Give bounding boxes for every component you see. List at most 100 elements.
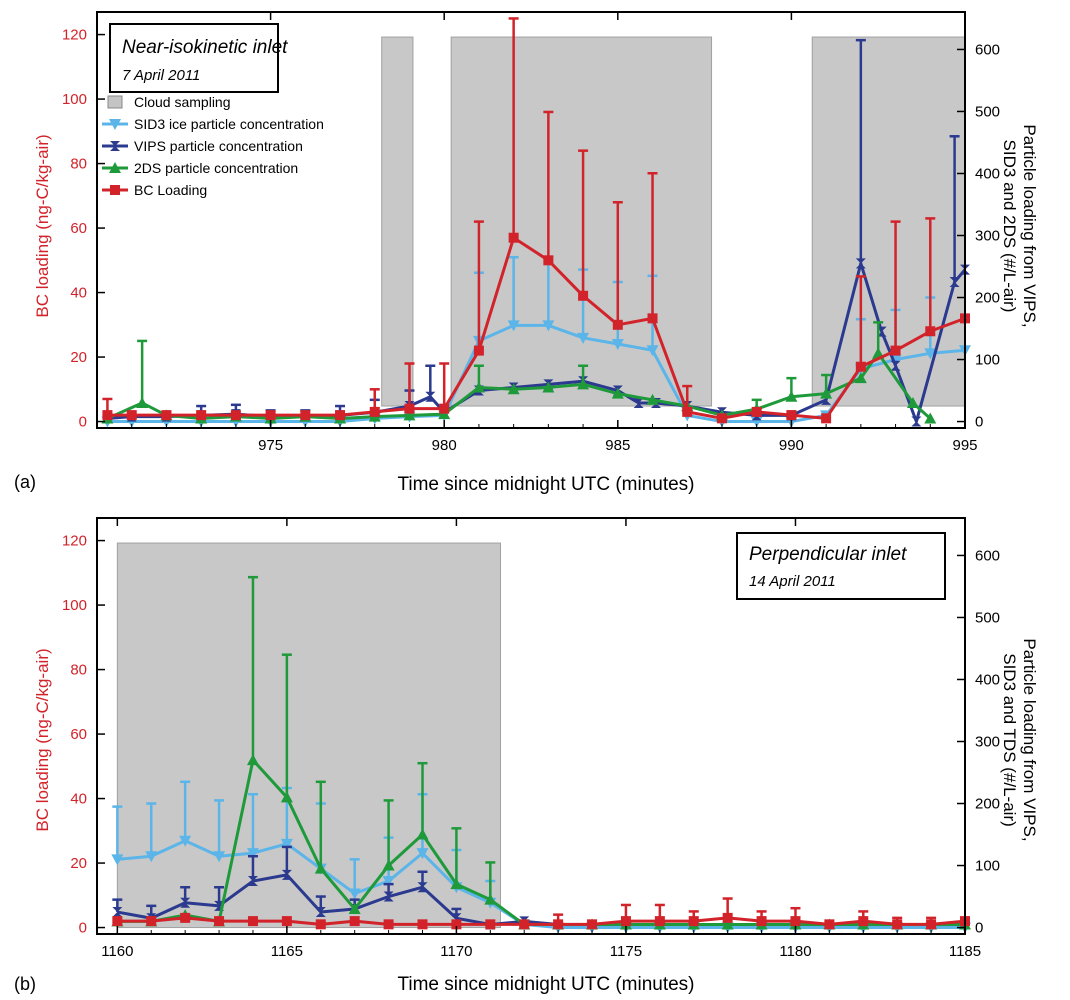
panel-b-left-axis-label: BC loading (ng-C/kg-air) <box>33 648 52 831</box>
panel-a: 0 20 40 60 80 100 120 0 100 200 300 400 500 600 975 9… <box>14 11 1039 495</box>
panel-a-left-tick-label-80: 80 <box>70 156 87 173</box>
data-point <box>280 791 293 803</box>
panel-b-right-tick-label-200: 200 <box>975 796 1000 813</box>
legend-item: 2DS particle concentration <box>102 160 298 176</box>
data-point <box>611 387 624 399</box>
data-point <box>349 916 360 927</box>
panel-b-left-tick-label-100: 100 <box>62 597 87 614</box>
data-point <box>611 339 624 351</box>
data-point <box>214 916 225 927</box>
panel-a-left-tick-label-20: 20 <box>70 349 87 366</box>
panel-b-series-bc <box>112 897 970 930</box>
legend-item: SID3 ice particle concentration <box>102 116 324 132</box>
panel-a-left-tick-label-40: 40 <box>70 285 87 302</box>
data-point <box>265 410 276 421</box>
panel-a-annotation-date: 7 April 2011 <box>122 67 200 84</box>
data-point <box>145 851 158 863</box>
data-point <box>196 410 207 421</box>
legend-marker <box>110 141 120 151</box>
panel-b-annotation: Perpendicular inlet 14 April 2011 <box>736 532 946 600</box>
panel-a-right-tick-label-0: 0 <box>975 414 983 431</box>
panel-b-frame <box>96 517 966 935</box>
data-point <box>136 396 149 408</box>
panel-b-left-tick-label-40: 40 <box>70 791 87 808</box>
data-point <box>854 372 867 384</box>
panel-b-right-axis-label-1: Particle loading from VIPS, <box>1020 638 1039 841</box>
data-point <box>111 854 124 866</box>
panel-a-x-axis-label: Time since midnight UTC (minutes) <box>397 474 694 495</box>
data-point <box>247 876 258 887</box>
panel-b-right-axis-label-2: SID3 and TDS (#/L-air) <box>1000 653 1019 827</box>
data-point <box>587 919 598 930</box>
data-point <box>722 912 733 923</box>
data-point <box>416 848 429 860</box>
data-point <box>383 891 394 902</box>
panel-b-x-tick-label-1170: 1170 <box>440 943 472 960</box>
panel-b-x-tick-label-1180: 1180 <box>779 943 811 960</box>
data-point <box>102 410 113 421</box>
panel-a-cloud-span-2 <box>450 36 713 407</box>
panel-a-x-tick-label-990: 990 <box>779 437 804 454</box>
data-point <box>892 919 903 930</box>
data-point <box>179 835 192 847</box>
legend-label: Cloud sampling <box>134 94 231 110</box>
panel-a-left-tick-label-120: 120 <box>62 27 87 44</box>
legend-label: 2DS particle concentration <box>134 160 298 176</box>
panel-b-left-tick-label-80: 80 <box>70 662 87 679</box>
data-point <box>577 378 590 390</box>
data-point <box>508 232 519 243</box>
data-point <box>146 916 157 927</box>
data-point <box>417 919 428 930</box>
legend-item: Cloud sampling <box>107 94 231 110</box>
data-point <box>751 406 762 417</box>
panel-a-cloud-span-1 <box>381 36 414 407</box>
data-point <box>416 828 429 840</box>
legend-label: VIPS particle concentration <box>134 138 303 154</box>
data-point <box>180 897 191 908</box>
data-point <box>112 916 123 927</box>
data-point <box>790 916 801 927</box>
panel-b-annotation-title: Perpendicular inlet <box>749 544 907 565</box>
panel-a-annotation-title: Near-isokinetic inlet <box>122 37 288 58</box>
panel-b-label: (b) <box>14 974 36 994</box>
data-point <box>890 345 901 356</box>
data-point <box>688 916 699 927</box>
data-point <box>911 416 922 427</box>
panel-b-left-tick-label-60: 60 <box>70 726 87 743</box>
data-point <box>382 859 395 871</box>
panel-a-right-tick-label-200: 200 <box>975 290 1000 307</box>
data-point <box>451 919 462 930</box>
data-point <box>577 332 590 344</box>
data-point <box>450 878 463 890</box>
legend-marker <box>110 185 120 195</box>
data-point <box>247 916 258 927</box>
panel-b-left-tick-label-20: 20 <box>70 855 87 872</box>
data-point <box>924 412 937 424</box>
panel-a-right-tick-label-600: 600 <box>975 41 1000 58</box>
data-point <box>404 403 415 414</box>
data-point <box>858 916 869 927</box>
panel-b-x-tick-label-1175: 1175 <box>610 943 642 960</box>
data-point <box>620 916 631 927</box>
panel-b-right-tick-label-0: 0 <box>975 920 983 937</box>
data-point <box>246 848 259 860</box>
data-point <box>682 406 693 417</box>
data-point <box>646 345 659 357</box>
panel-b-right-tick-label-100: 100 <box>975 858 1000 875</box>
data-point <box>647 313 658 324</box>
data-point <box>824 919 835 930</box>
data-point <box>543 255 554 266</box>
data-point <box>126 410 137 421</box>
panel-b-x-tick-label-1160: 1160 <box>101 943 133 960</box>
data-point <box>716 413 727 424</box>
data-point <box>280 838 293 850</box>
legend: Cloud sampling SID3 ice particle concentr… <box>102 94 324 198</box>
data-point <box>519 919 530 930</box>
panel-a-left-tick-label-100: 100 <box>62 91 87 108</box>
data-point <box>425 391 436 402</box>
data-point <box>348 902 361 914</box>
data-point <box>348 888 361 900</box>
data-point <box>872 347 885 359</box>
panel-a-right-tick-label-500: 500 <box>975 103 1000 120</box>
data-point <box>230 410 241 421</box>
